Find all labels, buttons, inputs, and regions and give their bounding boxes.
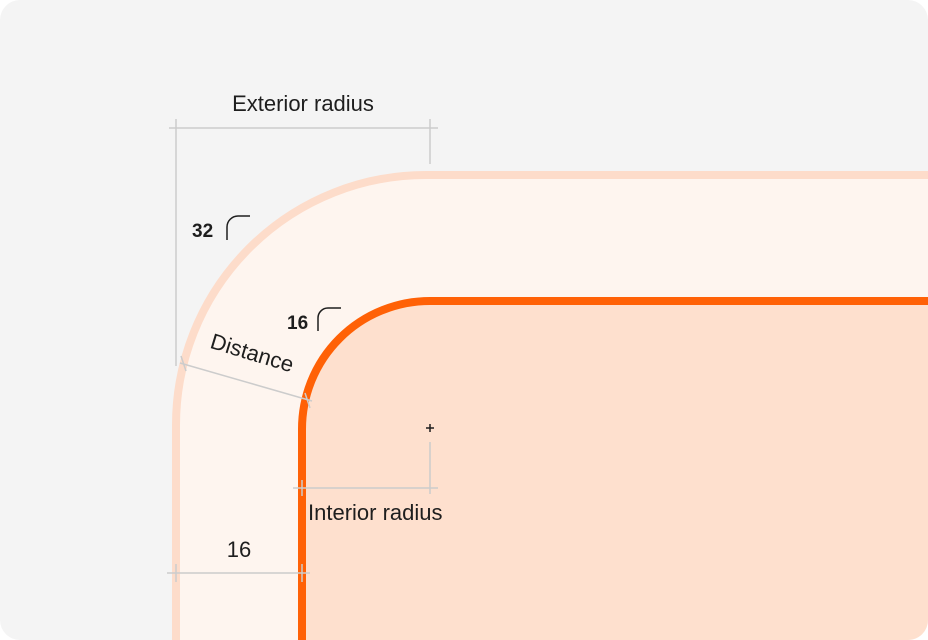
exterior-radius-label: Exterior radius: [232, 91, 374, 116]
crosshair-icon: [426, 424, 434, 432]
inner-shape: [298, 297, 928, 640]
distance-measure: [179, 355, 313, 409]
interior-radius-label: Interior radius: [308, 500, 443, 525]
rounded-corner-icon: [317, 307, 341, 331]
interior-radius-value: 16: [287, 313, 308, 334]
exterior-radius-value: 32: [192, 221, 213, 242]
gap-value-label: 16: [227, 537, 251, 562]
exterior-radius-measure: [169, 119, 438, 366]
gap-measure: [167, 564, 310, 582]
rounded-corner-icon: [226, 215, 250, 240]
interior-radius-measure: [293, 442, 438, 496]
